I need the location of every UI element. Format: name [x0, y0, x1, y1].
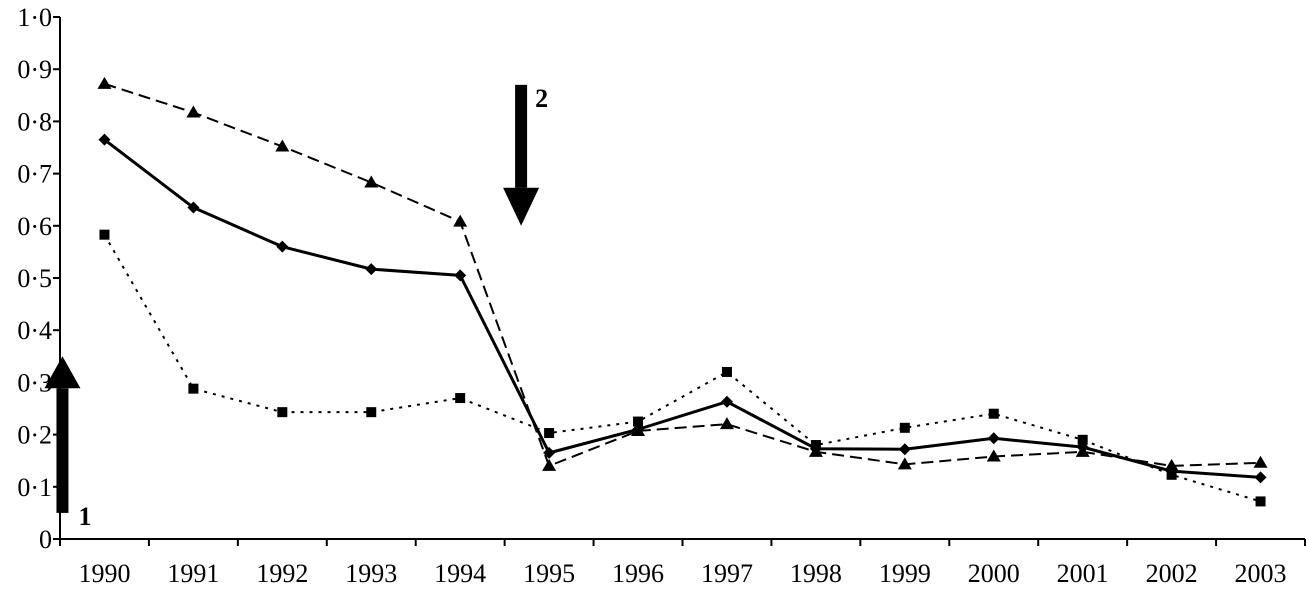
- data-point-triangle: [719, 417, 734, 430]
- data-point-square: [721, 366, 732, 377]
- y-tick-label: 0·8: [17, 107, 52, 136]
- data-point-triangle: [1164, 458, 1179, 471]
- series-2: [99, 229, 1266, 507]
- data-point-diamond: [720, 395, 733, 408]
- data-point-triangle: [453, 214, 468, 227]
- data-point-diamond: [454, 269, 467, 282]
- y-tick-label: 0·1: [17, 473, 52, 502]
- data-point-diamond: [276, 240, 289, 253]
- series-2-line: [103, 234, 1261, 503]
- data-point-triangle: [986, 449, 1001, 462]
- data-point-triangle: [1075, 444, 1090, 457]
- data-point-triangle: [897, 457, 912, 470]
- x-tick-label: 1996: [612, 559, 664, 588]
- data-point-square: [633, 416, 644, 427]
- y-tick-label: 0·9: [17, 55, 52, 84]
- x-tick-label: 2000: [968, 559, 1020, 588]
- series-3: [97, 76, 1268, 471]
- arrow-head: [44, 356, 81, 389]
- data-point-square: [99, 229, 110, 240]
- data-point-square: [366, 407, 377, 418]
- arrow-shaft: [56, 388, 69, 513]
- data-point-square: [899, 422, 910, 433]
- data-point-square: [1077, 434, 1088, 445]
- x-tick-label: 1991: [167, 559, 219, 588]
- data-point-square: [1255, 496, 1266, 507]
- arrow-head: [503, 187, 540, 226]
- y-tick-label: 1·0: [17, 3, 52, 32]
- data-point-triangle: [1253, 455, 1268, 468]
- x-tick-label: 2003: [1235, 559, 1287, 588]
- annotation-arrow-1: 1: [44, 356, 91, 531]
- data-point-diamond: [898, 443, 911, 456]
- data-point-diamond: [1254, 471, 1267, 484]
- y-tick-label: 0·7: [17, 160, 52, 189]
- data-point-diamond: [365, 263, 378, 276]
- data-point-square: [455, 393, 466, 404]
- data-point-triangle: [808, 444, 823, 457]
- data-point-triangle: [97, 76, 112, 89]
- x-tick-label: 1993: [345, 559, 397, 588]
- data-point-square: [988, 408, 999, 419]
- annotation-label: 2: [535, 84, 548, 113]
- x-tick-label: 1992: [256, 559, 308, 588]
- annotation-label: 1: [78, 502, 91, 531]
- data-point-triangle: [631, 423, 646, 436]
- data-point-square: [544, 428, 555, 439]
- y-tick-label: 0·3: [17, 368, 52, 397]
- data-point-diamond: [987, 432, 1000, 445]
- data-point-triangle: [542, 458, 557, 471]
- data-point-diamond: [187, 201, 200, 214]
- arrow-shaft: [515, 84, 528, 188]
- axes: 0 0·1 0·2 0·3 0·4 0·5 0·6 0·7 0·8 0·9 1·0 1990 1991 1…: [17, 3, 1306, 588]
- series-1-line: [103, 138, 1261, 479]
- y-tick-label: 0·6: [17, 212, 52, 241]
- x-tick-label: 1995: [523, 559, 575, 588]
- y-tick-label: 0: [39, 525, 52, 554]
- series-layer: [97, 76, 1268, 507]
- data-point-triangle: [186, 105, 201, 118]
- x-tick-label: 1994: [434, 559, 486, 588]
- data-point-square: [188, 383, 199, 394]
- x-tick-label: 1998: [790, 559, 842, 588]
- data-point-triangle: [275, 139, 290, 152]
- x-tick-label: 2002: [1146, 559, 1198, 588]
- data-point-square: [277, 407, 288, 418]
- x-tick-label: 2001: [1057, 559, 1109, 588]
- y-tick-label: 0·2: [17, 421, 52, 450]
- y-tick-label: 0·4: [17, 316, 52, 345]
- data-point-square: [1166, 469, 1177, 480]
- data-point-triangle: [364, 175, 379, 188]
- x-tick-label: 1997: [701, 559, 753, 588]
- annotation-layer: 12: [44, 84, 548, 531]
- x-tick-label: 1999: [879, 559, 931, 588]
- series-3-line: [104, 82, 1261, 467]
- y-tick-label: 0·5: [17, 264, 52, 293]
- x-tick-label: 1990: [78, 559, 130, 588]
- series-1: [98, 133, 1267, 484]
- annotation-arrow-2: 2: [503, 84, 548, 226]
- data-point-diamond: [98, 133, 111, 146]
